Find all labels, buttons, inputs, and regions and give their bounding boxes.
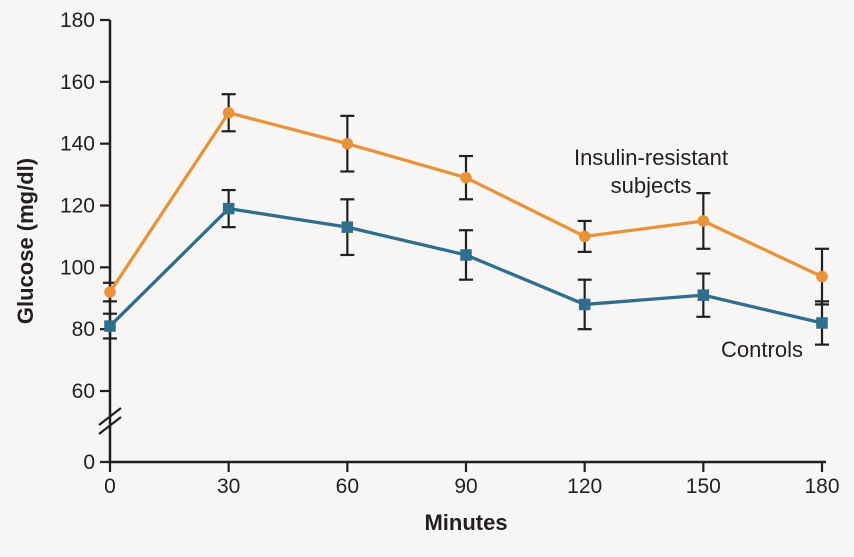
axis-break-icon bbox=[98, 416, 122, 435]
marker-circle-icon bbox=[578, 230, 591, 243]
y-tick-label: 60 bbox=[72, 380, 95, 403]
y-tick-label: 140 bbox=[60, 133, 95, 156]
y-tick-label: 100 bbox=[60, 256, 95, 279]
series-label-insulin-resistant: subjects bbox=[611, 173, 692, 198]
marker-circle-icon bbox=[222, 106, 235, 119]
marker-square-icon bbox=[341, 221, 354, 233]
y-tick-label: 80 bbox=[72, 318, 95, 341]
y-axis-title: Glucose (mg/dl) bbox=[13, 158, 38, 324]
marker-circle-icon bbox=[104, 286, 116, 298]
x-tick-label: 120 bbox=[567, 475, 602, 498]
marker-circle-icon bbox=[341, 137, 354, 150]
marker-square-icon bbox=[816, 317, 828, 329]
marker-square-icon bbox=[104, 320, 116, 332]
x-tick-label: 90 bbox=[454, 475, 477, 498]
x-tick-label: 30 bbox=[217, 475, 240, 498]
x-tick-label: 180 bbox=[804, 475, 839, 498]
marker-square-icon bbox=[578, 298, 591, 311]
x-tick-label: 60 bbox=[336, 475, 359, 498]
y-tick-label: 0 bbox=[83, 451, 95, 474]
series-label-controls: Controls bbox=[721, 337, 803, 362]
y-tick-label: 160 bbox=[60, 71, 95, 94]
marker-square-icon bbox=[697, 289, 710, 301]
marker-circle-icon bbox=[460, 171, 472, 184]
axis-break-icon bbox=[98, 407, 122, 426]
x-axis-title: Minutes bbox=[424, 510, 507, 535]
x-tick-label: 0 bbox=[104, 475, 116, 498]
x-tick-label: 150 bbox=[686, 475, 721, 498]
marker-circle-icon bbox=[697, 215, 710, 227]
y-tick-label: 120 bbox=[60, 195, 95, 218]
marker-square-icon bbox=[222, 202, 235, 215]
marker-square-icon bbox=[460, 249, 472, 261]
series-label-insulin-resistant: Insulin-resistant bbox=[574, 145, 728, 170]
y-tick-label: 180 bbox=[60, 9, 95, 32]
marker-circle-icon bbox=[816, 270, 828, 283]
